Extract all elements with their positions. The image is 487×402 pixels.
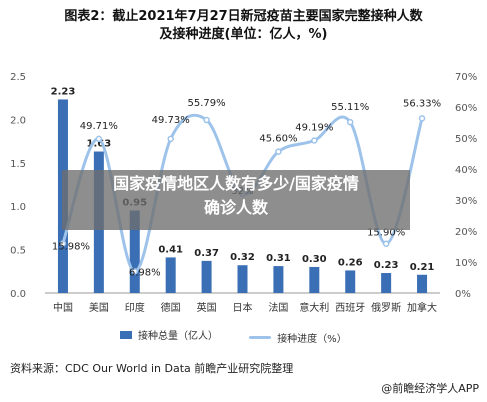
x-tick-label: 印度 bbox=[125, 301, 145, 314]
overlay-banner-text: 国家疫情地区人数有多少/国家疫情 确诊人数 bbox=[62, 172, 410, 220]
y-left-tick-label: 0.0 bbox=[10, 289, 26, 300]
bar bbox=[201, 260, 212, 293]
bar-value-label: 0.21 bbox=[410, 262, 435, 273]
bar-value-label: 0.23 bbox=[374, 260, 399, 271]
bar-value-label: 2.23 bbox=[51, 86, 76, 97]
x-tick-label: 意大利 bbox=[299, 301, 329, 314]
chart-legend: 接种总量（亿人） 接种进度（%） bbox=[120, 327, 375, 345]
bar bbox=[309, 266, 320, 293]
y-left-tick-label: 1.0 bbox=[10, 202, 26, 213]
progress-point bbox=[203, 116, 210, 124]
x-tick-label: 美国 bbox=[89, 301, 109, 314]
progress-value-label: 56.33% bbox=[403, 98, 441, 109]
bar bbox=[345, 270, 356, 293]
y-right-tick-label: 50% bbox=[455, 134, 477, 145]
bar-value-label: 0.26 bbox=[338, 257, 363, 268]
progress-point bbox=[131, 268, 139, 275]
source-note: 资料来源：CDC Our World in Data 前瞻产业研究院整理 bbox=[10, 362, 294, 375]
x-tick-label: 俄罗斯 bbox=[371, 301, 401, 314]
y-left-tick-label: 2.5 bbox=[10, 72, 26, 83]
x-tick-label: 德国 bbox=[161, 301, 181, 314]
progress-value-label: 49.73% bbox=[152, 115, 190, 126]
bar-value-label: 0.41 bbox=[158, 244, 183, 255]
bar bbox=[237, 265, 248, 293]
progress-value-label: 15.98% bbox=[52, 241, 90, 252]
brand-credit: @前瞻经济学人APP bbox=[381, 382, 479, 395]
legend-item-bars: 接种总量（亿人） bbox=[120, 327, 218, 342]
chart-title-line1: 图表2：截止2021年7月27日新冠疫苗主要国家完整接种人数 bbox=[64, 9, 423, 24]
bar-value-label: 0.37 bbox=[194, 248, 219, 259]
legend-bar-label: 接种总量（亿人） bbox=[138, 331, 218, 342]
progress-point bbox=[418, 115, 426, 122]
progress-value-label: 49.19% bbox=[295, 123, 333, 134]
legend-bar-swatch bbox=[120, 330, 132, 339]
y-right-tick-label: 20% bbox=[455, 227, 477, 238]
overlay-line1: 国家疫情地区人数有多少/国家疫情 bbox=[113, 174, 359, 193]
progress-point bbox=[167, 135, 174, 143]
bar-value-label: 0.31 bbox=[266, 253, 291, 264]
bar-value-label: 1.63 bbox=[87, 139, 112, 150]
y-left-tick-label: 1.5 bbox=[10, 159, 26, 170]
legend-item-line: 接种进度（%） bbox=[249, 330, 347, 345]
bar-value-label: 0.30 bbox=[302, 254, 327, 265]
legend-line-swatch bbox=[249, 335, 272, 339]
y-left-tick-label: 0.5 bbox=[10, 246, 26, 257]
progress-point bbox=[311, 137, 318, 144]
x-tick-label: 英国 bbox=[197, 301, 217, 314]
y-right-tick-label: 70% bbox=[455, 72, 477, 83]
overlay-banner bbox=[62, 170, 410, 230]
bar-value-label: 0.32 bbox=[230, 252, 255, 263]
legend-line-label: 接种进度（%） bbox=[277, 333, 347, 345]
bar bbox=[273, 266, 284, 293]
bar bbox=[165, 257, 176, 293]
y-right-tick-label: 10% bbox=[455, 258, 477, 269]
y-right-tick-label: 30% bbox=[455, 196, 477, 207]
progress-value-label: 45.60% bbox=[259, 134, 297, 145]
progress-value-label: 6.98% bbox=[129, 267, 161, 278]
progress-point bbox=[346, 118, 354, 126]
overlay-line2: 确诊人数 bbox=[203, 198, 268, 217]
y-right-tick-label: 40% bbox=[455, 165, 477, 176]
progress-value-label: 55.79% bbox=[188, 98, 226, 109]
bar bbox=[417, 274, 428, 293]
y-right-tick-label: 60% bbox=[455, 103, 477, 114]
progress-point bbox=[275, 148, 282, 155]
chart-title: 图表2：截止2021年7月27日新冠疫苗主要国家完整接种人数 及接种进度(单位：… bbox=[0, 8, 487, 44]
bar bbox=[381, 273, 392, 293]
x-tick-label: 中国 bbox=[53, 301, 73, 314]
x-tick-label: 加拿大 bbox=[407, 301, 437, 314]
progress-point bbox=[95, 135, 103, 143]
chart-title-line2: 及接种进度(单位：亿人，%) bbox=[159, 27, 328, 42]
progress-point bbox=[382, 240, 390, 247]
progress-point bbox=[59, 240, 67, 247]
x-tick-label: 西班牙 bbox=[335, 302, 365, 314]
progress-value-label: 15.90% bbox=[367, 228, 405, 239]
y-left-tick-label: 2.0 bbox=[10, 115, 26, 126]
x-tick-label: 日本 bbox=[233, 301, 253, 314]
y-right-tick-label: 0% bbox=[455, 289, 471, 300]
progress-value-label: 49.71% bbox=[80, 121, 118, 132]
bar bbox=[129, 210, 140, 293]
x-tick-label: 法国 bbox=[268, 301, 288, 314]
progress-value-label: 55.11% bbox=[331, 102, 369, 113]
